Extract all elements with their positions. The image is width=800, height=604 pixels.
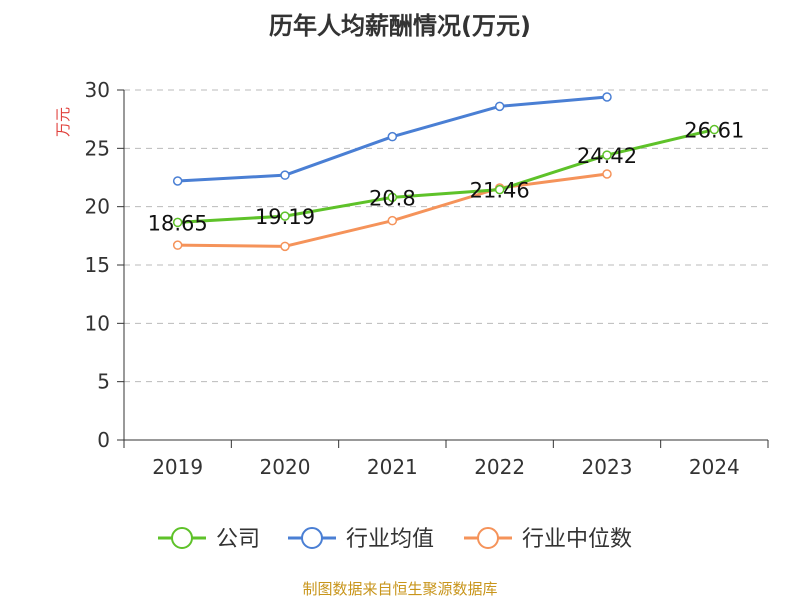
x-tick-label: 2022 [474,455,525,479]
data-label: 24.42 [577,144,637,168]
legend-label: 行业均值 [346,527,434,552]
legend-marker [171,527,193,549]
axes: 0 5 10 15 20 25 30 2019 2020 2021 2022 2023 2024 [85,78,769,479]
legend-marker [301,527,323,549]
x-tick-label: 2019 [152,455,203,479]
x-tick-label: 2024 [689,455,740,479]
data-labels-group: 18.65 19.19 20.8 21.46 24.42 26.61 [148,119,745,236]
legend-label: 行业中位数 [522,527,632,552]
x-tick-label: 2023 [582,455,633,479]
data-point [602,92,612,102]
data-point [387,215,398,226]
legend-label: 公司 [216,527,260,552]
data-point [602,150,612,160]
y-tick-label: 10 [85,311,110,335]
legend-marker [477,527,499,549]
x-tick-label: 2021 [367,455,418,479]
data-label: 18.65 [148,211,208,235]
data-label: 20.8 [369,186,416,210]
data-point [602,169,612,179]
data-point [280,211,290,221]
y-tick-label: 30 [85,78,110,102]
data-point [172,240,183,250]
data-point [494,101,505,112]
data-point [709,124,720,135]
data-point [494,184,505,195]
data-point [172,217,183,228]
source-text: 制图数据来自恒生聚源数据库 [302,580,497,598]
data-label: 21.46 [470,179,530,203]
legend: 公司 行业均值 行业中位数 [158,527,632,552]
legend-item: 行业中位数 [464,527,632,552]
data-label: 19.19 [255,205,315,229]
data-label: 26.61 [684,119,744,143]
series-group [172,92,720,252]
legend-item: 公司 [158,527,260,552]
x-tick-label: 2020 [260,455,311,479]
data-point [387,131,398,142]
data-point [387,192,398,203]
y-tick-label: 0 [97,428,110,452]
grid-lines [124,89,768,383]
chart-title: 历年人均薪酬情况(万元) [269,12,531,40]
y-tick-label: 15 [85,253,110,277]
y-axis-label: 万元 [54,107,72,137]
data-point [280,170,290,180]
data-point [280,241,290,252]
data-point [172,176,183,186]
y-tick-label: 20 [85,195,110,219]
series-line [176,128,716,224]
y-tick-label: 5 [97,370,110,394]
y-tick-label: 25 [85,136,110,160]
legend-item: 行业均值 [288,527,434,552]
